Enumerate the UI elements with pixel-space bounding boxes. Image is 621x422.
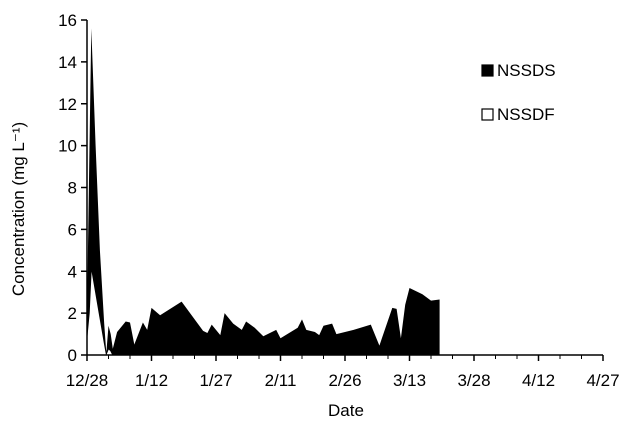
y-tick-label: 6 xyxy=(68,220,77,239)
y-tick-label: 8 xyxy=(68,179,77,198)
x-tick-label: 12/28 xyxy=(66,371,109,390)
legend-swatch-nssdf xyxy=(481,108,494,121)
x-tick-label: 2/11 xyxy=(265,371,297,390)
x-tick-label: 3/13 xyxy=(393,371,426,390)
y-tick-label: 12 xyxy=(58,95,77,114)
area-series-group xyxy=(86,28,440,356)
y-tick-label: 0 xyxy=(68,346,77,365)
legend-swatch-nssds xyxy=(481,64,494,77)
axes-group xyxy=(81,19,604,361)
y-tick-label: 2 xyxy=(68,304,77,323)
x-tick-label: 4/27 xyxy=(586,371,619,390)
area-nssds xyxy=(87,28,440,356)
x-tick-labels: 12/28 1/12 1/27 2/11 2/26 3/13 3/28 4/12 4/27 xyxy=(66,371,620,390)
y-tick-labels: 0 2 4 6 8 10 12 14 16 xyxy=(58,11,77,365)
x-tick-label: 1/27 xyxy=(199,371,232,390)
legend: NSSDS NSSDF xyxy=(481,61,556,124)
y-tick-label: 14 xyxy=(58,53,77,72)
x-axis-title: Date xyxy=(328,401,364,420)
x-tick-label: 3/28 xyxy=(457,371,490,390)
y-tick-label: 10 xyxy=(58,137,77,156)
x-tick-label: 2/26 xyxy=(328,371,361,390)
x-tick-label: 1/12 xyxy=(135,371,168,390)
legend-label-nssds: NSSDS xyxy=(497,61,556,80)
x-tick-label: 4/12 xyxy=(522,371,555,390)
y-tick-label: 4 xyxy=(68,262,77,281)
y-tick-label: 16 xyxy=(58,11,77,30)
legend-label-nssdf: NSSDF xyxy=(497,105,555,124)
y-axis-title: Concentration (mg L⁻¹) xyxy=(9,122,28,296)
